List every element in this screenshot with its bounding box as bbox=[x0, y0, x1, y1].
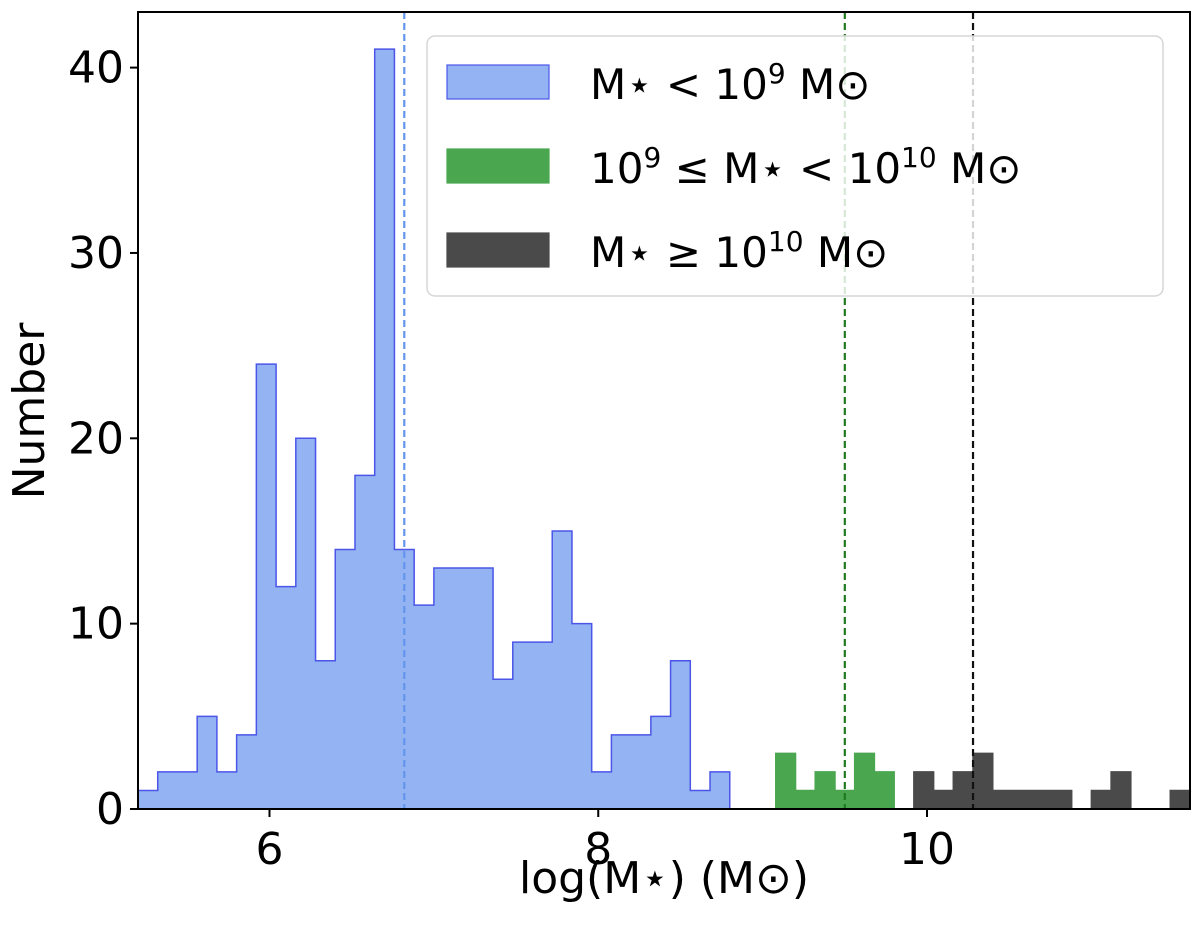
histogram-bar bbox=[552, 530, 573, 809]
series-2 bbox=[913, 752, 1191, 810]
x-axis-label: log(M⋆) (M⊙) bbox=[519, 853, 809, 904]
histogram-bar bbox=[1051, 790, 1073, 809]
histogram-bar bbox=[473, 568, 494, 809]
y-axis-label: Number bbox=[4, 322, 55, 500]
histogram-bar bbox=[315, 660, 336, 809]
legend-swatch-0 bbox=[446, 64, 550, 100]
histogram-bar bbox=[216, 771, 238, 809]
legend-swatch-2 bbox=[446, 232, 550, 268]
series-1 bbox=[775, 752, 895, 809]
histogram-bar bbox=[854, 753, 875, 809]
histogram-bar bbox=[177, 771, 198, 809]
histogram-bar bbox=[775, 753, 797, 809]
x-tick-label: 8 bbox=[584, 824, 612, 875]
histogram-bar bbox=[1170, 790, 1191, 809]
histogram-bar bbox=[493, 679, 514, 809]
histogram-bar bbox=[973, 753, 994, 809]
histogram-bar bbox=[815, 771, 836, 809]
histogram-bar bbox=[335, 549, 356, 809]
histogram-bar bbox=[953, 771, 974, 809]
histogram-bar bbox=[631, 734, 652, 809]
histogram-bar bbox=[1032, 790, 1053, 809]
histogram-bar bbox=[236, 734, 257, 809]
histogram-bar bbox=[256, 364, 277, 809]
histogram-bar bbox=[197, 716, 218, 809]
histogram-bar bbox=[874, 771, 895, 809]
histogram-bar bbox=[933, 790, 954, 809]
histogram-bar bbox=[913, 771, 935, 809]
plot-frame bbox=[137, 11, 1191, 810]
histogram-bar bbox=[571, 623, 593, 809]
histogram-bar bbox=[157, 771, 179, 809]
histogram-bar bbox=[611, 734, 632, 809]
histogram-bar bbox=[1091, 790, 1112, 809]
y-tick-label: 40 bbox=[68, 43, 124, 94]
y-tick-label: 10 bbox=[68, 599, 124, 650]
histogram-bar bbox=[992, 790, 1014, 809]
legend-box bbox=[426, 35, 1164, 297]
histogram-bar bbox=[795, 790, 816, 809]
histogram-bar bbox=[591, 771, 612, 809]
legend-label-0: M⋆ < 109 M⊙ bbox=[590, 57, 870, 109]
series-0 bbox=[137, 48, 731, 810]
histogram-bar bbox=[414, 605, 435, 809]
histogram-bar bbox=[710, 771, 731, 809]
legend-label-2: M⋆ ≥ 1010 M⊙ bbox=[590, 225, 888, 277]
histogram-bar bbox=[670, 660, 691, 809]
histogram-bar bbox=[532, 642, 553, 809]
histogram-bar bbox=[295, 438, 317, 809]
histogram-bar bbox=[276, 586, 297, 809]
y-tick-label: 30 bbox=[68, 228, 124, 279]
histogram-bar bbox=[394, 549, 415, 809]
histogram-bar bbox=[1012, 790, 1033, 809]
x-tick-label: 10 bbox=[899, 824, 955, 875]
y-tick-label: 0 bbox=[96, 784, 124, 835]
histogram-bar bbox=[433, 568, 455, 809]
x-ticks: 6 8 10 bbox=[256, 809, 955, 875]
y-tick-label: 20 bbox=[68, 413, 124, 464]
histogram-bar bbox=[512, 642, 534, 809]
histogram-bar bbox=[354, 475, 376, 809]
histogram-outline bbox=[775, 752, 895, 809]
legend: M⋆ < 109 M⊙ 109 ≤ M⋆ < 1010 M⊙ M⋆ ≥ 1010 M… bbox=[426, 35, 1164, 297]
legend-swatch-1 bbox=[446, 148, 550, 184]
histogram-bar bbox=[1111, 771, 1132, 809]
histogram-bar bbox=[650, 716, 672, 809]
histogram-bar bbox=[374, 49, 396, 810]
histogram-bar bbox=[453, 568, 474, 809]
x-tick-label: 6 bbox=[256, 824, 284, 875]
histogram-bar bbox=[690, 790, 711, 809]
y-ticks: 0 10 20 30 40 bbox=[68, 43, 138, 835]
legend-label-1: 109 ≤ M⋆ < 1010 M⊙ bbox=[590, 141, 1021, 193]
histogram-bars bbox=[137, 48, 1191, 810]
histogram-bar bbox=[138, 790, 159, 809]
histogram-outline bbox=[137, 48, 731, 809]
